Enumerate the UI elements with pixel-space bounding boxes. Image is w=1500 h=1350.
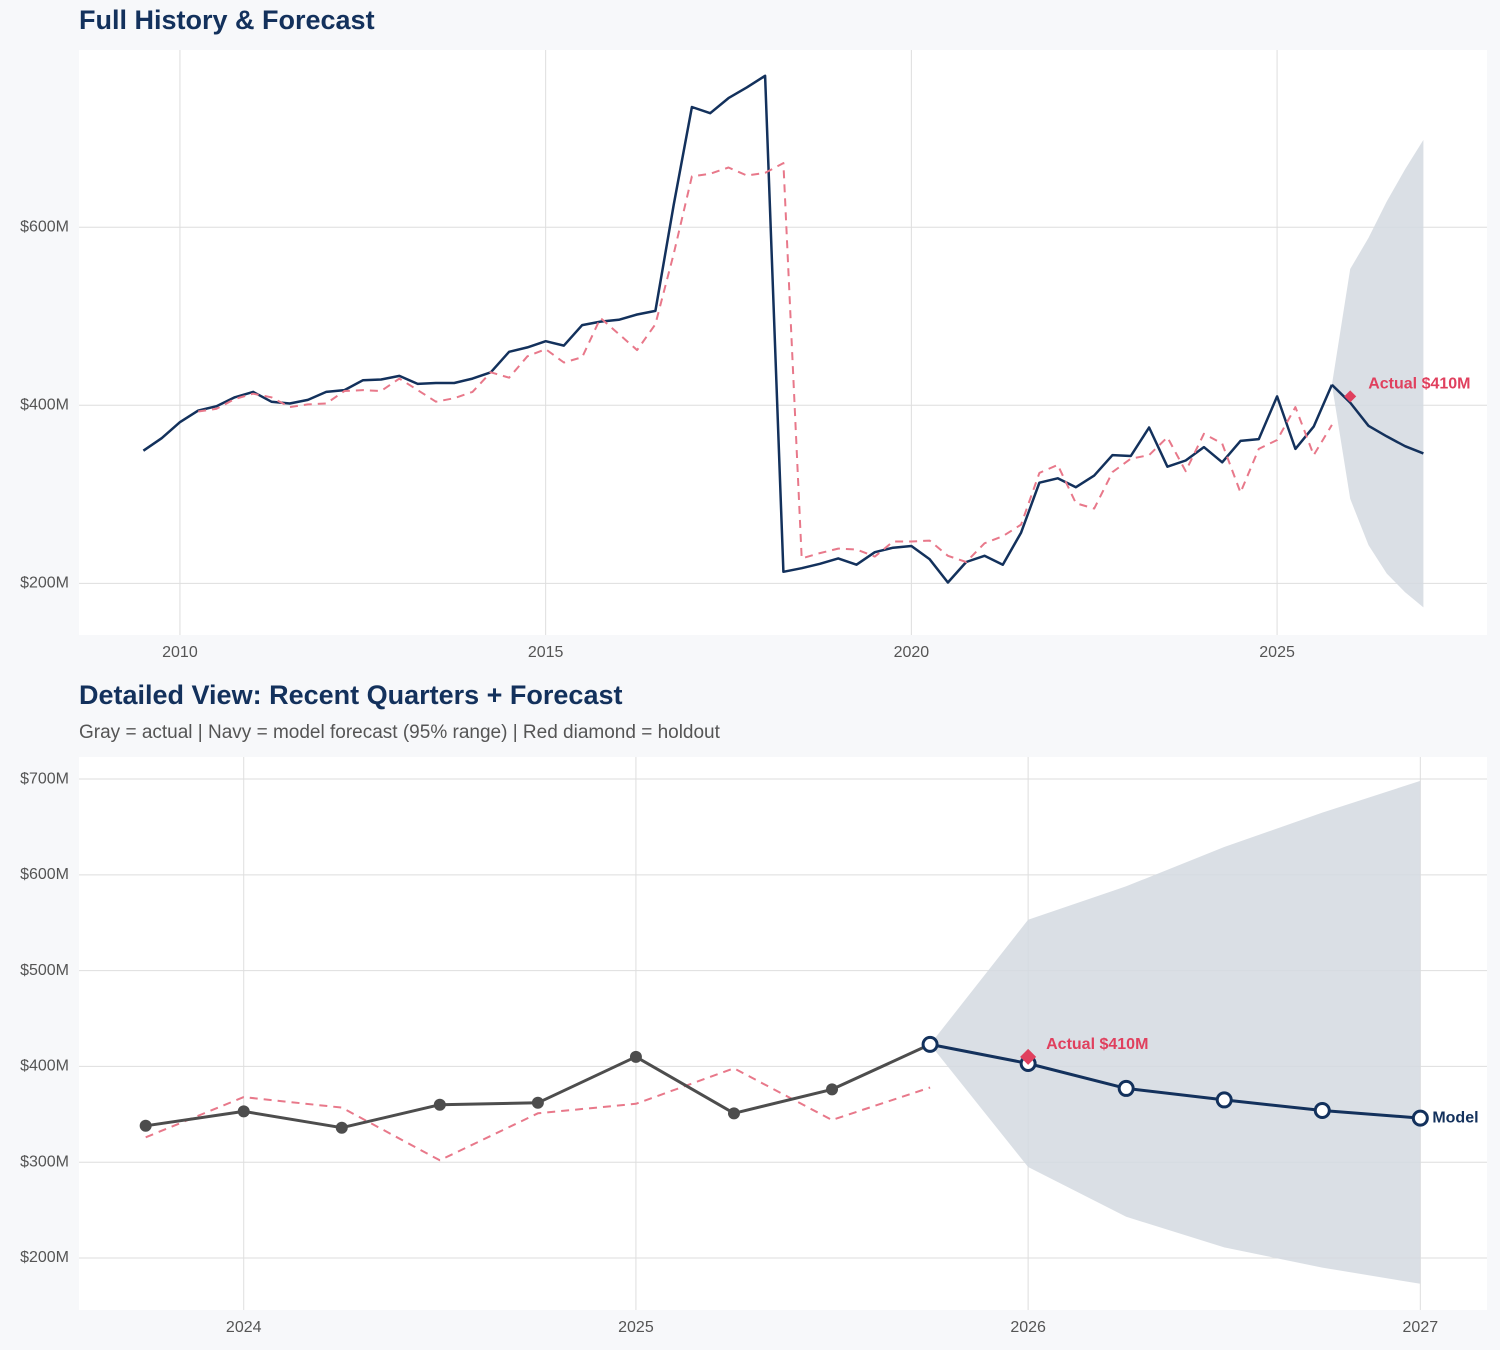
holdout-label: Actual $410M — [1368, 376, 1470, 393]
holdout-marker — [1344, 390, 1357, 403]
chart-title: Detailed View: Recent Quarters + Forecas… — [79, 680, 622, 710]
x-tick-label: 2027 — [1403, 1319, 1439, 1336]
x-tick-label: 2020 — [894, 644, 930, 661]
series-marker — [1411, 1109, 1429, 1127]
forecast-band — [930, 780, 1421, 1284]
x-tick-label: 2015 — [528, 644, 564, 661]
y-tick-label: $300M — [20, 1153, 69, 1170]
series-marker — [433, 1098, 446, 1111]
x-tick-label: 2010 — [162, 644, 198, 661]
chart-title: Full History & Forecast — [79, 5, 375, 35]
x-tick-label: 2024 — [226, 1319, 262, 1336]
series-marker — [335, 1121, 348, 1134]
chart-subtitle: Gray = actual | Navy = model forecast (9… — [79, 722, 721, 743]
series-marker — [826, 1083, 839, 1096]
series-line — [145, 1067, 931, 1162]
holdout-label: Actual $410M — [1046, 1036, 1148, 1053]
series-line — [142, 74, 1334, 584]
x-tick-label: 2025 — [618, 1319, 654, 1336]
series-end-label: Model — [1432, 1109, 1478, 1126]
y-tick-label: $700M — [20, 770, 69, 787]
x-tick-label: 2025 — [1259, 644, 1295, 661]
series-line — [1331, 383, 1424, 455]
series-marker — [1117, 1079, 1135, 1097]
series-marker — [139, 1119, 152, 1132]
series-line — [198, 162, 1333, 563]
holdout-marker — [1020, 1048, 1037, 1065]
y-tick-label: $400M — [20, 1058, 69, 1075]
x-tick-label: 2026 — [1010, 1319, 1046, 1336]
series-marker — [629, 1050, 642, 1063]
series-marker — [727, 1107, 740, 1120]
series-marker — [921, 1035, 939, 1053]
series-marker — [237, 1105, 250, 1118]
y-tick-label: $200M — [20, 1249, 69, 1266]
y-tick-label: $200M — [20, 575, 69, 592]
series-marker — [1215, 1091, 1233, 1109]
y-tick-label: $500M — [20, 962, 69, 979]
series-marker — [1313, 1101, 1331, 1119]
forecast-band — [1331, 139, 1424, 608]
series-line — [929, 1042, 1421, 1120]
series-marker — [531, 1096, 544, 1109]
y-tick-label: $600M — [20, 218, 69, 235]
y-tick-label: $400M — [20, 396, 69, 413]
y-tick-label: $600M — [20, 866, 69, 883]
